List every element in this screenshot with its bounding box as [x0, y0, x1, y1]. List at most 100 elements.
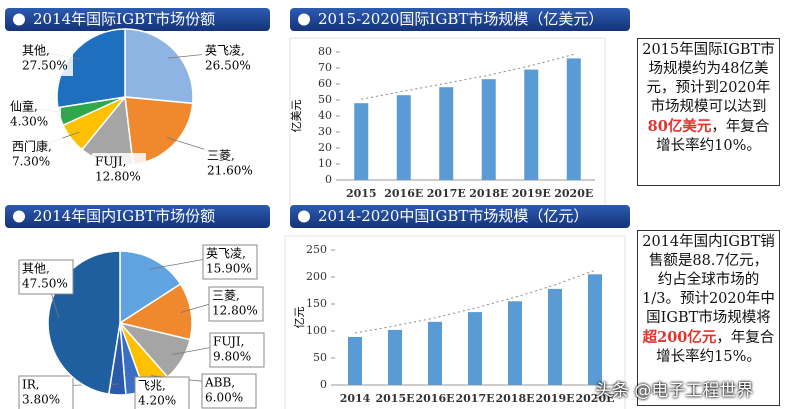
- note-text: ，年复合增长率约15%。: [656, 330, 775, 365]
- chart-title: 2014-2020中国IGBT市场规模（亿元）: [318, 207, 588, 225]
- bar: [428, 321, 442, 385]
- y-tick-label: 20: [318, 141, 332, 154]
- bar: [388, 329, 402, 385]
- note-text: 2015年国际IGBT市场规模约为48亿美元，预计到2020年市场规模可以达到: [642, 42, 775, 115]
- slice-label: 27.50%: [22, 59, 68, 73]
- watermark: 头条 @电子工程世界: [595, 381, 754, 401]
- header-bar: [5, 8, 270, 31]
- bar: [354, 103, 369, 180]
- y-tick-label: 80: [318, 45, 332, 58]
- slice-name: ABB,: [204, 376, 235, 390]
- label-box: [204, 147, 258, 181]
- y-tick-label: 70: [318, 61, 332, 74]
- label-box: [18, 259, 74, 295]
- y-tick-label: 0: [325, 173, 332, 186]
- label-box: [19, 42, 73, 76]
- trend-line: [354, 269, 596, 334]
- note-text: ，年复合增长率约10%。: [656, 119, 770, 154]
- header-bullet: [298, 210, 310, 223]
- slice-label: 47.50%: [22, 277, 68, 291]
- label-box: [201, 373, 257, 409]
- x-tick-label: 2019E: [512, 187, 551, 200]
- bar: [439, 87, 454, 180]
- plot-panel: [284, 235, 626, 409]
- y-tick-label: 100: [306, 324, 327, 337]
- y-tick-label: 30: [318, 125, 332, 138]
- bar: [481, 79, 496, 180]
- slice-name: 其他,: [22, 262, 50, 276]
- chart-title: 2014年国内IGBT市场份额: [33, 207, 215, 225]
- pie-slice: [124, 28, 194, 105]
- trend-line: [361, 53, 574, 100]
- header-bullet: [13, 210, 25, 223]
- label-box: [208, 286, 264, 322]
- x-tick-label: 2018E: [496, 392, 535, 405]
- y-tick-label: 150: [306, 297, 327, 310]
- y-tick-label: 50: [318, 93, 332, 106]
- y-tick-label: 40: [318, 109, 332, 122]
- pie-slice: [119, 250, 182, 325]
- slice-label: 12.80%: [212, 304, 258, 318]
- label-box: [92, 153, 146, 187]
- label-box: [134, 376, 190, 409]
- slice-name: 英飞凌,: [206, 247, 246, 261]
- slice-label: 9.80%: [213, 350, 251, 364]
- slice-label: 26.50%: [205, 59, 251, 73]
- label-box: [202, 42, 256, 76]
- y-tick-label: 60: [318, 77, 332, 90]
- slice-name: 英飞凌,: [205, 44, 245, 58]
- bar: [396, 95, 411, 180]
- note-box: 2014年国内IGBT销售额是88.7亿元，约占全球市场的1/3。预计2020年…: [637, 230, 780, 406]
- header-bar: [290, 205, 630, 228]
- slice-name: 三菱,: [207, 149, 235, 163]
- bar: [508, 301, 522, 385]
- x-tick-label: 2015: [346, 187, 377, 200]
- label-box: [7, 98, 61, 132]
- header-bullet: [298, 13, 310, 26]
- y-axis-label: 亿美元: [290, 100, 303, 133]
- header-bar: [290, 8, 630, 31]
- x-tick-label: 2019E: [536, 392, 575, 405]
- slice-label: 3.80%: [22, 393, 60, 407]
- note-highlight: 80亿美元: [647, 118, 712, 135]
- x-tick-label: 2020E: [554, 187, 593, 200]
- x-tick-label: 2017E: [456, 392, 495, 405]
- slice-name: 其他,: [22, 44, 50, 58]
- slice-label: 4.20%: [138, 394, 176, 408]
- slice-name: 三菱,: [212, 289, 240, 303]
- note-box: 2015年国际IGBT市场规模约为48亿美元，预计到2020年市场规模可以达到 8…: [637, 38, 780, 186]
- bar: [468, 312, 482, 385]
- bar: [548, 288, 562, 385]
- x-tick-label: 2020E: [576, 392, 615, 405]
- pie-slice: [56, 28, 126, 109]
- x-tick-label: 2017E: [427, 187, 466, 200]
- slice-name: IR,: [22, 378, 40, 392]
- note-highlight: 超200亿元: [642, 329, 717, 346]
- label-box: [209, 332, 265, 368]
- bar: [566, 58, 581, 180]
- bar: [348, 336, 362, 385]
- x-tick-label: 2018E: [469, 187, 508, 200]
- pie-slice: [118, 283, 193, 341]
- bar: [524, 69, 539, 180]
- slice-label: 15.90%: [206, 262, 252, 276]
- header-bar: [5, 205, 270, 228]
- note-text: 2014年国内IGBT销售额是88.7亿元，约占全球市场的1/3。预计2020年…: [642, 234, 775, 326]
- slice-name: 飞兆,: [138, 379, 166, 393]
- y-tick-label: 50: [313, 351, 327, 364]
- slice-name: FUJI,: [95, 155, 126, 169]
- slice-name: 西门康,: [12, 139, 52, 154]
- x-tick-label: 2016E: [384, 187, 423, 200]
- slice-label: 6.00%: [205, 391, 243, 405]
- slice-label: 21.60%: [207, 164, 253, 178]
- slice-label: 7.30%: [12, 155, 50, 169]
- slice-name: 仙童,: [10, 99, 38, 114]
- slice-name: FUJI,: [213, 335, 244, 349]
- y-axis-label: 亿元: [293, 307, 306, 329]
- slice-label: 12.80%: [95, 170, 141, 184]
- x-tick-label: 2014: [340, 392, 371, 405]
- x-tick-label: 2015E: [376, 392, 415, 405]
- header-bullet: [13, 13, 25, 26]
